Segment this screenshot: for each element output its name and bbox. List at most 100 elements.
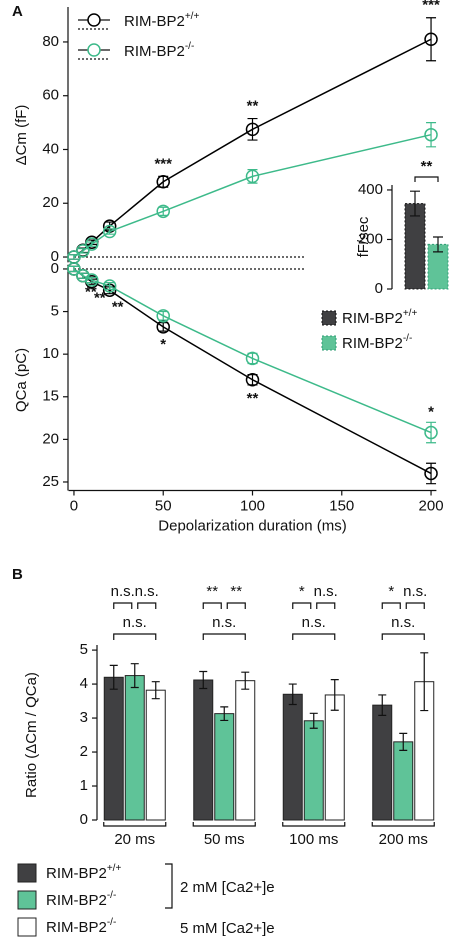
bar [235, 680, 256, 821]
error-bar [247, 117, 258, 141]
error-bar [426, 462, 437, 485]
error-bar [288, 683, 297, 706]
error-bar [158, 310, 169, 321]
y-tick-label: 400 [358, 181, 383, 198]
marker [245, 169, 260, 184]
marker [156, 320, 170, 334]
significance: ** [85, 283, 97, 300]
error-bar [68, 254, 79, 260]
marker [156, 174, 170, 189]
condition-label: 2 mM [Ca2+]e [180, 879, 275, 896]
significance: * [299, 583, 305, 600]
error-bar [426, 122, 437, 148]
legend-swatch [321, 310, 337, 326]
y-tick-label: 15 [42, 388, 59, 405]
significance-bracket [113, 602, 133, 609]
panel-label: A [12, 3, 23, 20]
legend-label: RIM-BP2+/+ [342, 308, 417, 327]
error-bar [199, 670, 208, 690]
marker [85, 273, 99, 287]
condition-label: 5 mM [Ca2+]e [180, 920, 275, 937]
significance: n.s. [135, 583, 159, 600]
significance-bracket [137, 602, 157, 609]
significance-bracket [381, 633, 425, 640]
legend-swatch [17, 890, 37, 910]
error-bar [420, 652, 429, 712]
marker [245, 372, 260, 387]
significance: n.s. [314, 583, 338, 600]
marker [76, 269, 90, 283]
panel-label: B [12, 566, 23, 583]
legend-label: RIM-BP2+/+ [46, 863, 121, 882]
x-tick-label: 200 [419, 497, 444, 514]
marker [156, 309, 170, 323]
legend-marker [87, 43, 101, 57]
significance: *** [154, 155, 172, 172]
error-bar [158, 206, 169, 216]
significance-bracket [414, 176, 439, 182]
bar [372, 704, 393, 821]
x-tick-label: 100 ms [289, 831, 338, 848]
error-bar [309, 712, 318, 729]
error-bar [247, 352, 258, 365]
legend-bracket [165, 863, 173, 909]
y-tick-label: 1 [80, 777, 88, 794]
significance: n.s. [403, 583, 427, 600]
marker [85, 237, 99, 251]
marker [156, 204, 170, 219]
y-tick-label: 80 [42, 33, 59, 50]
category-bracket [103, 822, 167, 827]
bar [124, 675, 145, 821]
legend-swatch [321, 335, 337, 351]
marker [424, 425, 438, 440]
marker [245, 351, 260, 366]
y-tick-label: 0 [80, 811, 88, 828]
legend-label: RIM-BP2-/- [342, 333, 412, 352]
significance: n.s. [212, 614, 236, 631]
y-axis-label: ΔCm (fF) [13, 105, 30, 166]
significance: ** [112, 299, 124, 316]
error-bar [241, 671, 250, 690]
error-bar [426, 17, 437, 62]
significance-bracket [292, 602, 312, 609]
bar [303, 720, 324, 821]
y-tick-label: 5 [80, 641, 88, 658]
significance: * [160, 336, 166, 353]
error-bar [426, 421, 437, 444]
bar [393, 741, 414, 821]
significance: ** [94, 289, 106, 306]
x-tick-label: 100 [240, 497, 265, 514]
bar [193, 679, 214, 821]
y-tick-label: 0 [51, 260, 59, 277]
y-tick-label: 200 [358, 230, 383, 247]
y-tick-label: 40 [42, 140, 59, 157]
bar [282, 693, 303, 821]
significance-bracket [316, 602, 336, 609]
category-bracket [282, 822, 346, 827]
y-tick-label: 2 [80, 743, 88, 760]
y-axis-label: Ratio (ΔCm / QCa) [23, 672, 40, 798]
y-tick-label: 3 [80, 709, 88, 726]
category-bracket [192, 822, 256, 827]
significance: ** [230, 583, 242, 600]
x-axis-label: Depolarization duration (ms) [158, 517, 346, 534]
error-bar [410, 190, 420, 217]
error-bar [86, 241, 97, 247]
significance: * [428, 403, 434, 420]
significance: ** [247, 98, 259, 115]
legend-swatch [17, 863, 37, 883]
y-tick-label: 60 [42, 87, 59, 104]
significance-bracket [202, 633, 246, 640]
x-tick-label: 50 [155, 497, 172, 514]
legend-marker [87, 13, 101, 27]
x-tick-label: 200 ms [379, 831, 428, 848]
legend-swatch [17, 917, 37, 937]
marker [102, 279, 117, 293]
bar [324, 694, 345, 821]
significance: n.s. [391, 614, 415, 631]
legend-label: RIM-BP2-/- [46, 890, 116, 909]
significance: ** [247, 390, 259, 407]
legend-label: RIM-BP2-/- [124, 41, 194, 60]
y-tick-label: 25 [42, 473, 59, 490]
